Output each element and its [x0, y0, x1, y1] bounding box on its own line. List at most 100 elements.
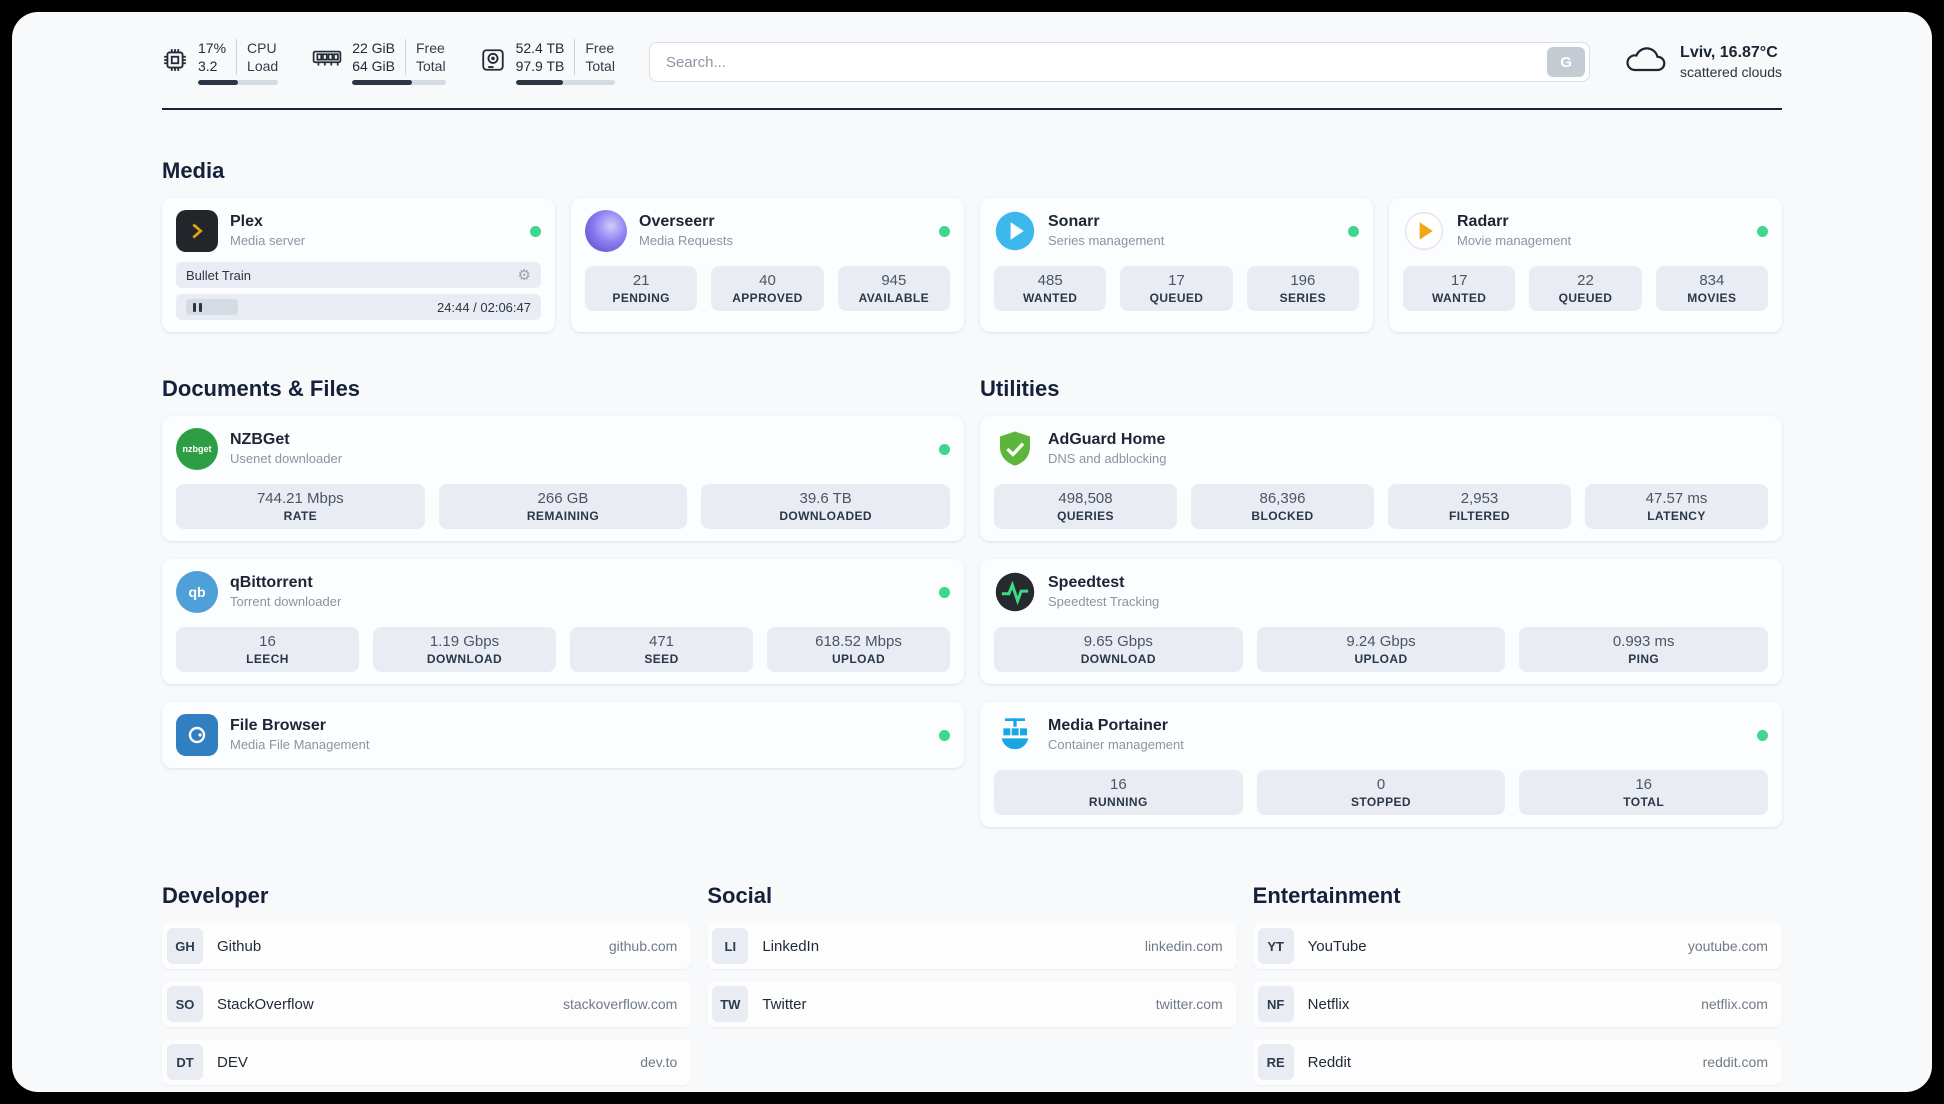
service-name: Sonarr [1048, 213, 1100, 231]
bookmark-name: Reddit [1307, 1053, 1352, 1071]
stat-box: 47.57 ms LATENCY [1585, 484, 1768, 529]
bookmark-url: netflix.com [1701, 996, 1768, 1012]
bookmark-github[interactable]: GH Github github.com [162, 923, 692, 969]
disk-progress-bar [515, 80, 615, 86]
youtube-icon: YT [1257, 928, 1294, 964]
service-card-sonarr[interactable]: Sonarr Series management 485 WANTED 17 QUE… [980, 198, 1373, 332]
github-icon: GH [167, 928, 203, 964]
memory-values: 22 GiB 64 GiB [352, 39, 395, 74]
weather-condition: scattered clouds [1680, 64, 1782, 81]
bookmark-name: Netflix [1307, 995, 1350, 1013]
service-card-radarr[interactable]: Radarr Movie management 17 WANTED 22 QUEUE… [1389, 198, 1782, 332]
bookmark-twitter[interactable]: TW Twitter twitter.com [707, 981, 1237, 1027]
section-title-entertainment: Entertainment [1252, 883, 1401, 908]
service-subtitle: Media Requests [639, 232, 733, 248]
status-dot [530, 225, 541, 237]
service-name: Media Portainer [1048, 717, 1169, 735]
twitter-icon: TW [712, 986, 749, 1022]
service-card-speedtest[interactable]: Speedtest Speedtest Tracking 9.65 Gbps DO… [980, 559, 1782, 684]
bookmark-linkedin[interactable]: LI LinkedIn linkedin.com [707, 923, 1237, 969]
stat-box: 17 QUEUED [1120, 266, 1233, 311]
bookmark-name: YouTube [1307, 937, 1367, 955]
gear-icon[interactable]: ⚙ [517, 266, 531, 284]
stat-box: 17 WANTED [1403, 266, 1516, 311]
service-subtitle: DNS and adblocking [1048, 450, 1167, 466]
service-card-overseerr[interactable]: Overseerr Media Requests 21 PENDING 40 APP… [571, 198, 964, 332]
pause-button[interactable] [186, 299, 238, 315]
stat-box: 16 LEECH [176, 627, 359, 672]
bookmark-netflix[interactable]: NF Netflix netflix.com [1252, 981, 1782, 1027]
cpu-values: 17% 3.2 [198, 39, 227, 74]
service-card-portainer[interactable]: Media Portainer Container management 16 R… [980, 702, 1782, 827]
service-subtitle: Speedtest Tracking [1048, 593, 1160, 609]
stat-box: 22 QUEUED [1529, 266, 1642, 311]
stat-box: 2,953 FILTERED [1388, 484, 1571, 529]
status-dot [939, 225, 950, 237]
service-card-adguard[interactable]: AdGuard Home DNS and adblocking 498,508 Q… [980, 416, 1782, 541]
service-subtitle: Usenet downloader [230, 450, 343, 466]
divider [405, 38, 406, 76]
topbar: 17% 3.2 CPU Load [162, 36, 1782, 88]
documents-column: Documents & Files nzbget NZBGet Usenet d… [162, 376, 964, 827]
disk-widget: 52.4 TB 97.9 TB Free Total [480, 38, 615, 86]
weather-widget: Lviv, 16.87°C scattered clouds [1624, 42, 1782, 82]
service-card-qbittorrent[interactable]: qb qBittorrent Torrent downloader 16 LEEC… [162, 559, 964, 684]
bookmark-stackoverflow[interactable]: SO StackOverflow stackoverflow.com [162, 981, 692, 1027]
stat-box: 16 RUNNING [994, 770, 1243, 815]
stat-box: 9.65 Gbps DOWNLOAD [994, 627, 1243, 672]
nzbget-icon: nzbget [176, 428, 218, 470]
stat-box: 498,508 QUERIES [994, 484, 1177, 529]
bookmark-url: youtube.com [1687, 938, 1768, 954]
stat-box: 86,396 BLOCKED [1191, 484, 1374, 529]
section-title-media: Media [162, 158, 225, 183]
service-card-filebrowser[interactable]: File Browser Media File Management [162, 702, 964, 768]
stat-box: 39.6 TB DOWNLOADED [701, 484, 950, 529]
service-subtitle: Torrent downloader [230, 593, 342, 609]
stat-box: 16 TOTAL [1519, 770, 1768, 815]
status-dot [1348, 225, 1359, 237]
dashboard-panel: 17% 3.2 CPU Load [12, 12, 1932, 1092]
cloud-icon [1624, 44, 1668, 79]
entertainment-column: Entertainment YT YouTube youtube.com NF … [1252, 883, 1782, 1085]
memory-widget: 22 GiB 64 GiB Free Total [312, 38, 446, 86]
service-name: File Browser [230, 717, 327, 735]
plex-icon [176, 210, 218, 252]
utilities-column: Utilities AdGuard Home DNS and adblockin… [980, 376, 1782, 827]
stat-box: 1.19 Gbps DOWNLOAD [373, 627, 556, 672]
disk-values: 52.4 TB 97.9 TB [515, 39, 565, 74]
qbittorrent-icon: qb [176, 571, 218, 613]
cpu-widget: 17% 3.2 CPU Load [162, 38, 279, 86]
bookmark-url: github.com [608, 938, 678, 954]
cpu-chip-icon [162, 47, 188, 78]
bookmark-url: reddit.com [1702, 1054, 1768, 1070]
cpu-progress-bar [198, 80, 279, 86]
bookmark-dev[interactable]: DT DEV dev.to [162, 1039, 692, 1085]
section-title-developer: Developer [162, 883, 269, 908]
status-dot [1757, 729, 1768, 741]
bookmark-url: stackoverflow.com [562, 996, 678, 1012]
cpu-labels: CPU Load [247, 39, 279, 74]
service-card-nzbget[interactable]: nzbget NZBGet Usenet downloader 744.21 M… [162, 416, 964, 541]
status-dot [939, 729, 950, 741]
stat-box: 266 GB REMAINING [438, 484, 688, 529]
bookmark-youtube[interactable]: YT YouTube youtube.com [1252, 923, 1782, 969]
memory-labels: Free Total [416, 39, 446, 74]
search-input[interactable] [648, 42, 1591, 82]
radarr-icon [1403, 210, 1445, 252]
service-card-plex[interactable]: Plex Media server Bullet Train ⚙ 24:44 /… [162, 198, 555, 332]
bookmark-reddit[interactable]: RE Reddit reddit.com [1252, 1039, 1782, 1085]
stat-box: 471 SEED [570, 627, 753, 672]
memory-progress-bar [352, 80, 446, 86]
divider [236, 38, 238, 76]
social-column: Social LI LinkedIn linkedin.com TW Twitt… [707, 883, 1237, 1085]
bookmark-url: twitter.com [1155, 996, 1223, 1012]
service-name: AdGuard Home [1048, 431, 1166, 449]
section-title-documents: Documents & Files [162, 376, 361, 401]
search-engine-button[interactable]: G [1547, 47, 1586, 77]
status-dot [1757, 225, 1768, 237]
stat-box: 485 WANTED [994, 266, 1107, 311]
service-subtitle: Media server [230, 232, 306, 248]
linkedin-icon: LI [712, 928, 749, 964]
stat-box: 834 MOVIES [1655, 266, 1768, 311]
overseerr-icon [585, 210, 627, 252]
